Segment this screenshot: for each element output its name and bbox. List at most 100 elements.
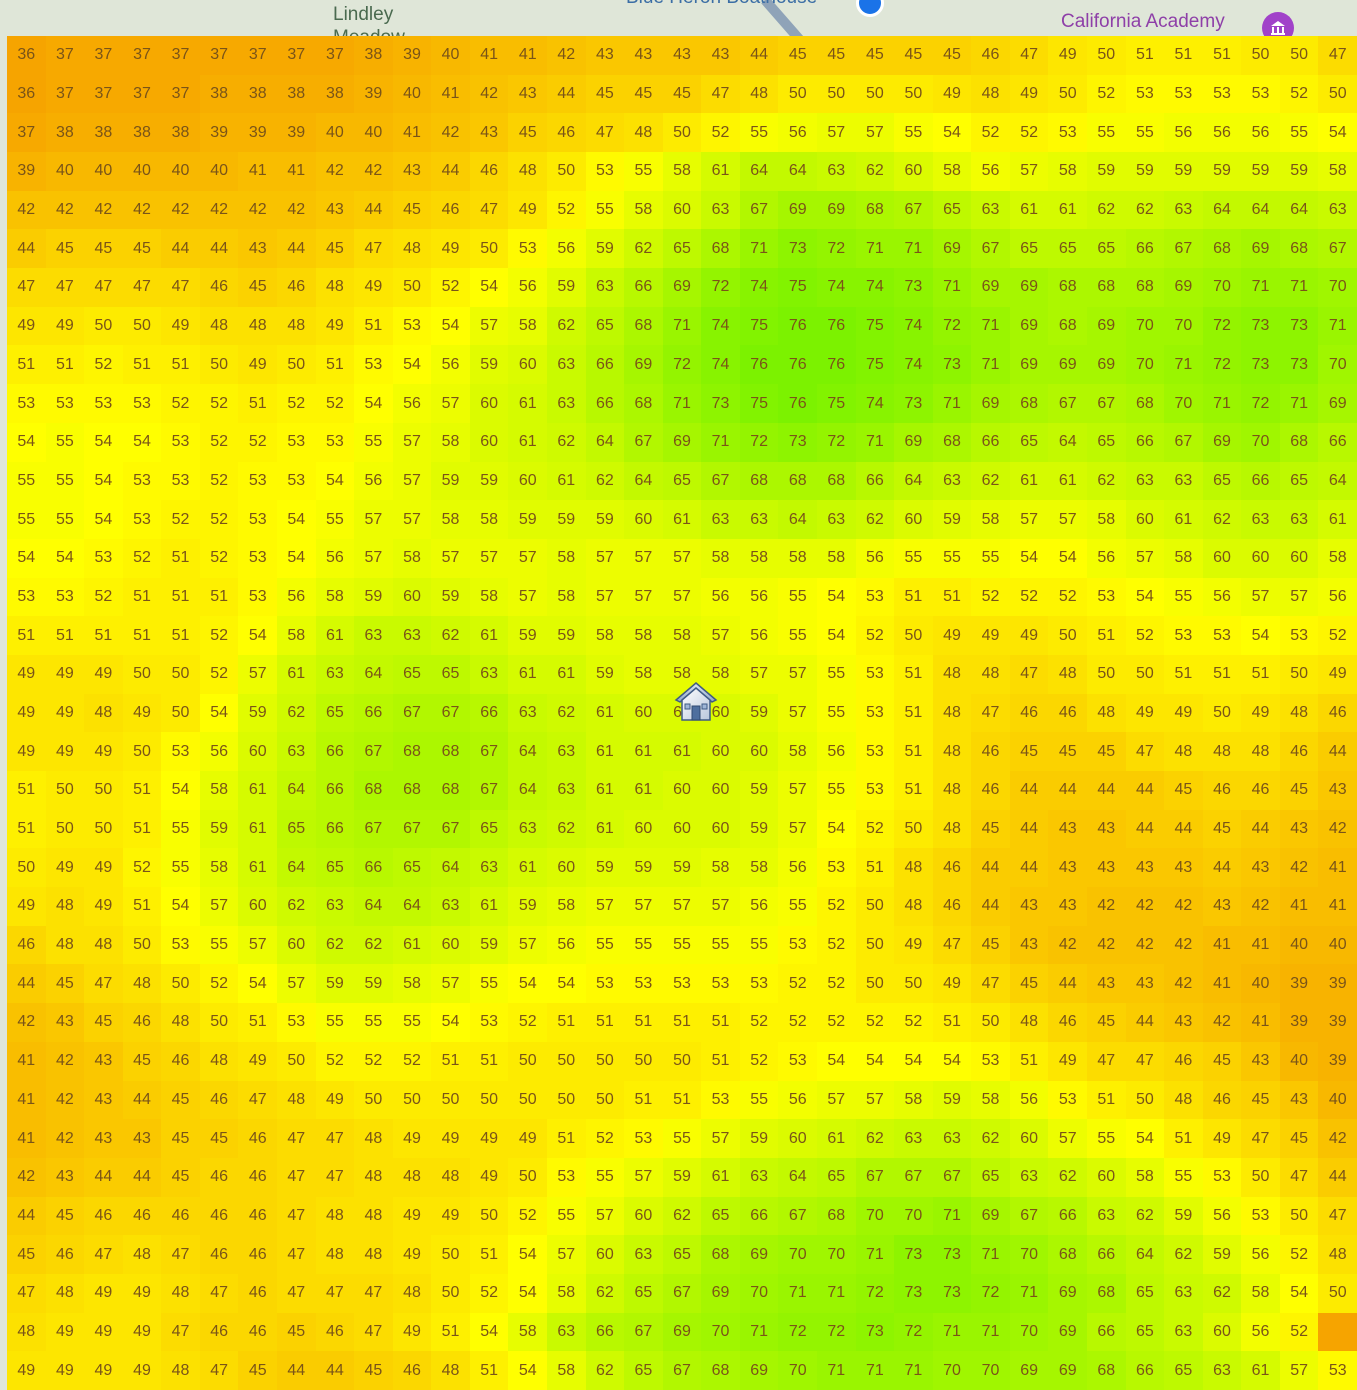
heatmap-cell: 52 (855, 1003, 895, 1042)
heatmap-cell: 47 (199, 1351, 239, 1390)
heatmap-cell: 42 (547, 36, 586, 75)
heatmap-cell: 70 (1009, 1235, 1049, 1274)
heatmap-cell: 50 (161, 654, 200, 694)
heatmap-cell: 63 (1087, 1196, 1126, 1236)
heatmap-cell: 59 (315, 964, 355, 1004)
heatmap-cell: 53 (855, 577, 895, 617)
heatmap-cell: 62 (1087, 190, 1126, 230)
heatmap-cell: 64 (1241, 190, 1280, 230)
heatmap-cell: 37 (161, 36, 200, 75)
heatmap-cell: 58 (971, 500, 1010, 539)
heatmap-cell: 58 (547, 1351, 586, 1390)
heatmap-cell: 43 (45, 1157, 85, 1197)
heatmap-cell: 62 (1125, 190, 1165, 230)
heatmap-cell: 57 (238, 654, 277, 694)
heatmap-cell: 49 (7, 306, 46, 346)
heatmap-cell: 58 (431, 422, 470, 462)
heatmap-cell: 46 (971, 732, 1010, 772)
heatmap-cell: 68 (1048, 268, 1087, 307)
heatmap-cell: 47 (354, 1312, 393, 1352)
heatmap-cell: 73 (1241, 345, 1280, 385)
heatmap-cell: 62 (431, 616, 470, 655)
heatmap-cell: 48 (161, 1351, 200, 1390)
heatmap-cell: 63 (315, 887, 355, 926)
heatmap-cell: 61 (1318, 500, 1357, 539)
heatmap-cell: 55 (739, 1080, 779, 1120)
heatmap-cell: 59 (547, 616, 586, 655)
heatmap-cell: 59 (585, 848, 625, 888)
heatmap-cell: 51 (547, 1119, 586, 1158)
heatmap-cell: 51 (1087, 616, 1126, 655)
heatmap-cell: 50 (84, 306, 123, 346)
heatmap-cell: 57 (662, 538, 702, 578)
heatmap-cell: 53 (122, 461, 162, 501)
heatmap-cell: 46 (199, 268, 239, 307)
heatmap-cell: 50 (1048, 616, 1087, 655)
heatmap-cell: 45 (1087, 732, 1126, 772)
heatmap-cell: 49 (1048, 36, 1087, 75)
heatmap-cell: 48 (354, 1196, 393, 1236)
heatmap-cell: 40 (1318, 1080, 1357, 1120)
heatmap-cell: 71 (855, 1235, 895, 1274)
heatmap-cell: 45 (7, 1235, 46, 1274)
heatmap-cell: 71 (971, 1235, 1010, 1274)
heatmap-cell: 52 (1279, 1235, 1319, 1274)
heatmap-cell: 45 (161, 1157, 200, 1197)
heatmap-cell: 71 (817, 1273, 856, 1313)
heatmap-cell: 56 (431, 345, 470, 385)
heatmap-cell: 57 (817, 1080, 856, 1120)
heatmap-cell: 61 (508, 848, 547, 888)
heatmap-cell: 56 (739, 577, 779, 617)
heatmap-cell: 41 (1202, 964, 1242, 1004)
heatmap-cell: 70 (1164, 306, 1203, 346)
heatmap-cell: 73 (894, 1235, 933, 1274)
heatmap-cell: 42 (45, 1080, 85, 1120)
heatmap-cell: 49 (431, 1196, 470, 1236)
heatmap-cell: 57 (701, 1119, 740, 1158)
heatmap-cell: 58 (392, 964, 432, 1004)
heatmap-cell: 51 (354, 306, 393, 346)
heatmap-cell: 61 (508, 384, 547, 423)
heatmap-grid[interactable]: 36 37 37 37 37 37 37 37 37 38 39 40 41 41 42 43 43 43 43 44… (7, 36, 1357, 1390)
heatmap-cell: 48 (354, 1157, 393, 1197)
heatmap-cell: 48 (45, 925, 85, 965)
heatmap-cell: 55 (585, 925, 625, 965)
heatmap-cell: 59 (354, 964, 393, 1004)
heatmap-cell: 54 (392, 345, 432, 385)
heatmap-cell: 71 (739, 229, 779, 269)
heatmap-cell: 66 (1125, 422, 1165, 462)
heatmap-cell: 41 (7, 1119, 46, 1158)
heatmap-cell: 46 (1202, 1080, 1242, 1120)
heatmap-cell: 39 (1279, 1003, 1319, 1042)
heatmap-cell: 46 (84, 1196, 123, 1236)
heatmap-cell: 51 (624, 1080, 663, 1120)
heatmap-cell: 49 (161, 306, 200, 346)
location-pin-icon[interactable] (856, 0, 884, 17)
heatmap-cell: 53 (161, 925, 200, 965)
heatmap-cell: 51 (161, 538, 200, 578)
home-marker-icon[interactable] (673, 680, 719, 724)
heatmap-cell: 43 (1241, 1041, 1280, 1081)
heatmap-cell: 50 (1279, 36, 1319, 75)
heatmap-cell: 53 (817, 848, 856, 888)
heatmap-cell: 51 (932, 577, 972, 617)
heatmap-cell: 60 (1241, 538, 1280, 578)
heatmap-cell: 63 (971, 190, 1010, 230)
heatmap-cell: 50 (894, 616, 933, 655)
heatmap-cell: 48 (431, 1351, 470, 1390)
heatmap-cell: 63 (1009, 1157, 1049, 1197)
heatmap-cell: 69 (1318, 384, 1357, 423)
heatmap-cell: 49 (84, 848, 123, 888)
heatmap-cell: 51 (894, 577, 933, 617)
heatmap-cell: 64 (431, 848, 470, 888)
heatmap-cell: 54 (161, 771, 200, 810)
heatmap-cell: 55 (199, 925, 239, 965)
heatmap-cell: 55 (778, 577, 817, 617)
heatmap-cell: 68 (1279, 229, 1319, 269)
heatmap-cell: 58 (739, 848, 779, 888)
heatmap-cell: 71 (662, 306, 702, 346)
heatmap-cell: 50 (1048, 74, 1087, 114)
heatmap-cell: 60 (662, 771, 702, 810)
heatmap-cell: 68 (1125, 268, 1165, 307)
heatmap-cell: 44 (1241, 809, 1280, 849)
